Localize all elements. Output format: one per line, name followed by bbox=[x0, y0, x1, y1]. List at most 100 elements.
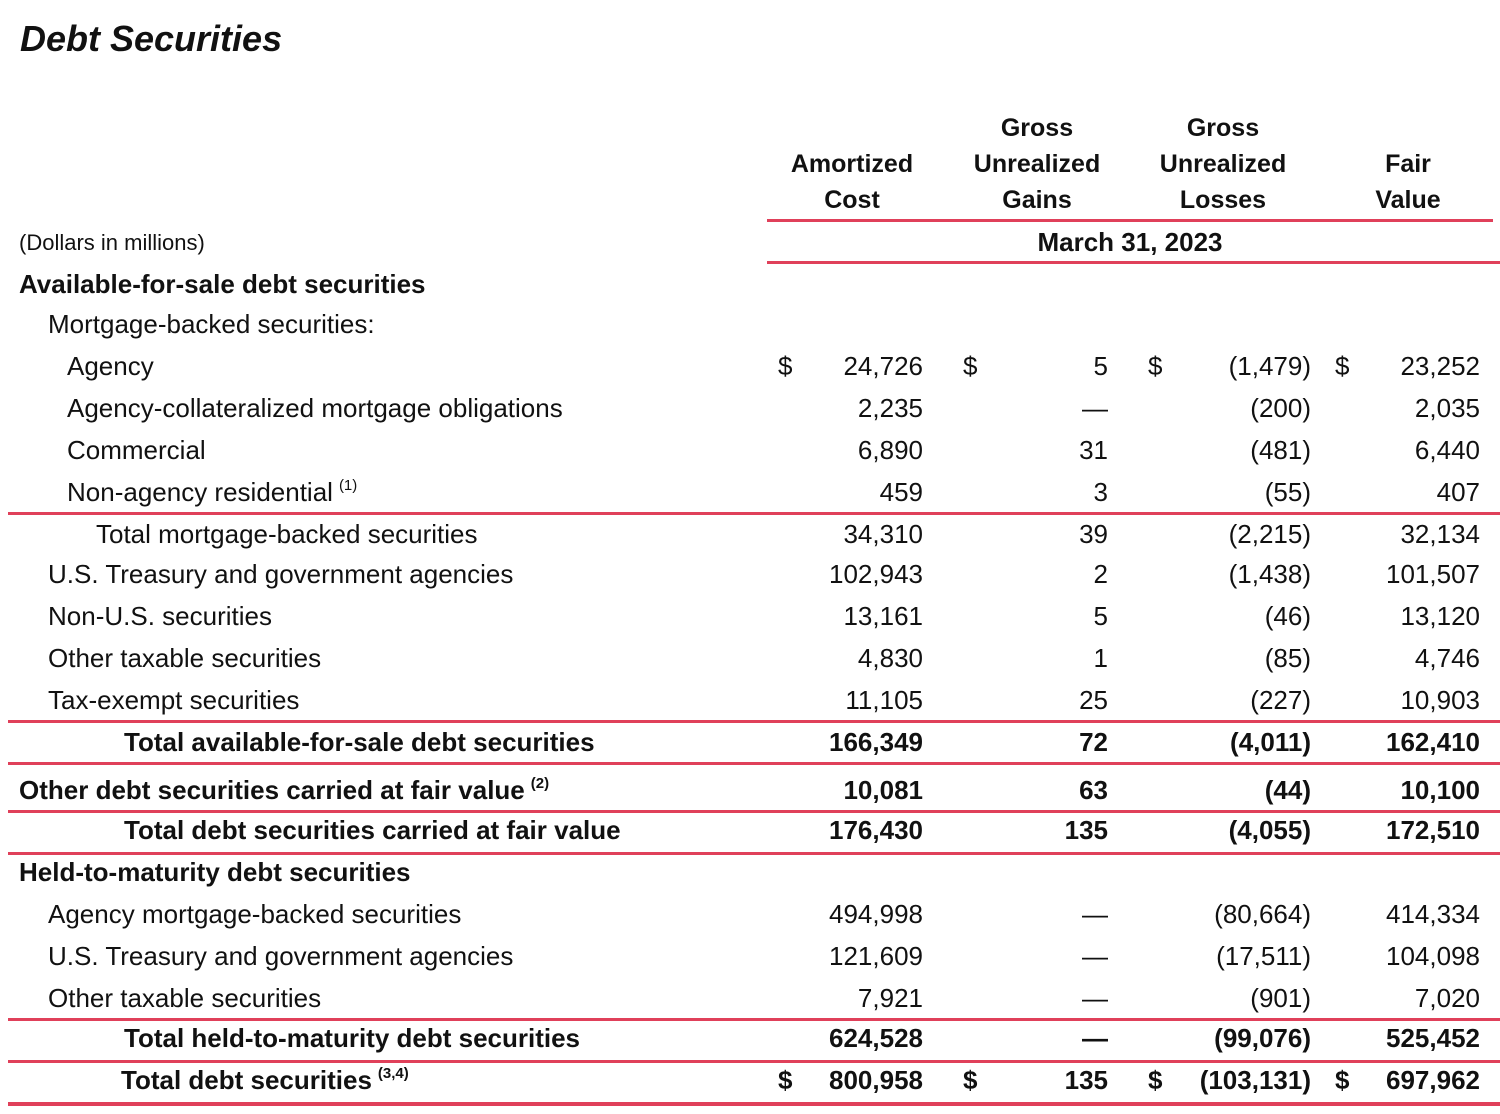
cell-value: 63 bbox=[1079, 775, 1108, 805]
cell-value: 4,830 bbox=[857, 643, 923, 673]
cell-value: 23,252 bbox=[1400, 351, 1480, 381]
table-row: Total debt securities (3,4) 800,958 $135 $ (1… bbox=[0, 1064, 1500, 1096]
row-label: Held-to-maturity debt securities bbox=[19, 857, 411, 887]
cell-value: (4,055) bbox=[1228, 815, 1311, 845]
cell-value: (46) bbox=[1264, 601, 1311, 631]
row-rule bbox=[8, 1102, 1500, 1106]
cell-value: 4,746 bbox=[1414, 643, 1480, 673]
cell-value: 459 bbox=[879, 477, 923, 507]
cell-value: 166,349 bbox=[829, 727, 923, 757]
table-row: Tax-exempt securities 11,105 25 (227) 10,903 bbox=[0, 684, 1500, 716]
table-row: Agency-collateralized mortgage obligatio… bbox=[0, 392, 1500, 424]
row-rule bbox=[8, 1060, 1500, 1063]
table-row: U.S. Treasury and government agencies 121… bbox=[0, 940, 1500, 972]
column-header-gross-unrealized-gains: Gross Unrealized Gains bbox=[973, 114, 1101, 214]
page-title: Debt Securities bbox=[20, 18, 283, 59]
row-label: Mortgage-backed securities: bbox=[48, 309, 375, 339]
cell-value: 2 bbox=[1093, 559, 1108, 589]
column-header-fair-value: Fair Value bbox=[1375, 150, 1441, 214]
cell-value: — bbox=[1082, 899, 1108, 929]
cell-value: 135 bbox=[1064, 1065, 1108, 1095]
currency-symbol: $ bbox=[778, 351, 793, 381]
cell-value: 5 bbox=[1093, 601, 1108, 631]
footnote-ref: (3,4) bbox=[377, 1065, 409, 1082]
cell-value: 39 bbox=[1079, 519, 1108, 549]
cell-value: 102,943 bbox=[829, 559, 923, 589]
cell-value: — bbox=[1082, 983, 1108, 1013]
cell-value: 13,120 bbox=[1400, 601, 1480, 631]
cell-value: 31 bbox=[1079, 435, 1108, 465]
cell-value: 121,609 bbox=[829, 941, 923, 971]
table-row: Total mortgage-backed securities 34,310 39… bbox=[0, 518, 1500, 550]
row-label: Total debt securities carried at fair va… bbox=[124, 815, 621, 845]
cell-value: 176,430 bbox=[829, 815, 923, 845]
cell-value: 24,726 bbox=[843, 351, 923, 381]
cell-value: 25 bbox=[1079, 685, 1108, 715]
row-label: Non-U.S. securities bbox=[48, 601, 272, 631]
cell-value: 7,020 bbox=[1414, 983, 1480, 1013]
currency-symbol: $ bbox=[1148, 351, 1163, 381]
table-row: Total available-for-sale debt securities… bbox=[0, 726, 1500, 758]
currency-symbol: $ bbox=[1148, 1065, 1163, 1095]
row-label: Non-agency residential (1) bbox=[67, 477, 358, 507]
header-rule bbox=[767, 219, 1493, 222]
row-label: Total available-for-sale debt securities bbox=[124, 727, 595, 757]
row-label: Tax-exempt securities bbox=[48, 685, 300, 715]
cell-value: 3 bbox=[1093, 477, 1108, 507]
cell-value: (481) bbox=[1250, 435, 1311, 465]
cell-value: 2,235 bbox=[857, 393, 923, 423]
table-row: Other debt securities carried at fair va… bbox=[0, 774, 1500, 806]
cell-value: — bbox=[1082, 1023, 1108, 1053]
row-label: Commercial bbox=[67, 435, 206, 465]
cell-value: 624,528 bbox=[829, 1023, 923, 1053]
table-row: Available-for-sale debt securities bbox=[0, 268, 1500, 300]
cell-value: 6,890 bbox=[857, 435, 923, 465]
table-row: Held-to-maturity debt securities bbox=[0, 856, 1500, 888]
row-label: Available-for-sale debt securities bbox=[19, 269, 426, 299]
cell-value: (85) bbox=[1264, 643, 1311, 673]
table-row: Mortgage-backed securities: bbox=[0, 308, 1500, 340]
cell-value: — bbox=[1082, 941, 1108, 971]
table-row: Agency 24,726 $5 $ (1,479) $23,252 $ bbox=[0, 350, 1500, 382]
cell-value: 104,098 bbox=[1386, 941, 1480, 971]
row-label: U.S. Treasury and government agencies bbox=[48, 559, 514, 589]
table-row: Commercial 6,890 31 (481) 6,440 bbox=[0, 434, 1500, 466]
row-label: Agency mortgage-backed securities bbox=[48, 899, 462, 929]
footnote-ref: (2) bbox=[530, 775, 550, 792]
cell-value: (103,131) bbox=[1199, 1065, 1311, 1095]
cell-value: (200) bbox=[1250, 393, 1311, 423]
cell-value: (17,511) bbox=[1216, 941, 1311, 971]
row-rule bbox=[8, 762, 1500, 765]
cell-value: 10,903 bbox=[1400, 685, 1480, 715]
cell-value: 101,507 bbox=[1386, 559, 1480, 589]
period-rule bbox=[767, 261, 1500, 264]
table-row: Total debt securities carried at fair va… bbox=[0, 814, 1500, 846]
currency-symbol: $ bbox=[1335, 1065, 1350, 1095]
cell-value: 13,161 bbox=[843, 601, 923, 631]
row-rule bbox=[8, 512, 1500, 515]
table-row: Non-U.S. securities 13,161 5 (46) 13,120 bbox=[0, 600, 1500, 632]
row-label: Other taxable securities bbox=[48, 983, 322, 1013]
cell-value: — bbox=[1082, 393, 1108, 423]
cell-value: 414,334 bbox=[1386, 899, 1480, 929]
row-label: Other debt securities carried at fair va… bbox=[19, 775, 550, 805]
currency-symbol: $ bbox=[963, 351, 978, 381]
cell-value: (55) bbox=[1264, 477, 1311, 507]
currency-symbol: $ bbox=[963, 1065, 978, 1095]
cell-value: (44) bbox=[1264, 775, 1311, 805]
cell-value: (80,664) bbox=[1214, 899, 1311, 929]
cell-value: 172,510 bbox=[1386, 815, 1480, 845]
row-rule bbox=[8, 852, 1500, 855]
row-label: Other taxable securities bbox=[48, 643, 322, 673]
table-row: Other taxable securities 4,830 1 (85) 4,746 bbox=[0, 642, 1500, 674]
currency-symbol: $ bbox=[1335, 351, 1350, 381]
units-label: (Dollars in millions) bbox=[19, 230, 205, 255]
cell-value: (2,215) bbox=[1228, 519, 1311, 549]
cell-value: 1 bbox=[1093, 643, 1108, 673]
table-row: U.S. Treasury and government agencies 102… bbox=[0, 558, 1500, 590]
cell-value: 162,410 bbox=[1386, 727, 1480, 757]
cell-value: 11,105 bbox=[845, 685, 923, 715]
cell-value: 32,134 bbox=[1400, 519, 1480, 549]
footnote-ref: (1) bbox=[338, 477, 358, 494]
cell-value: (1,438) bbox=[1228, 559, 1311, 589]
